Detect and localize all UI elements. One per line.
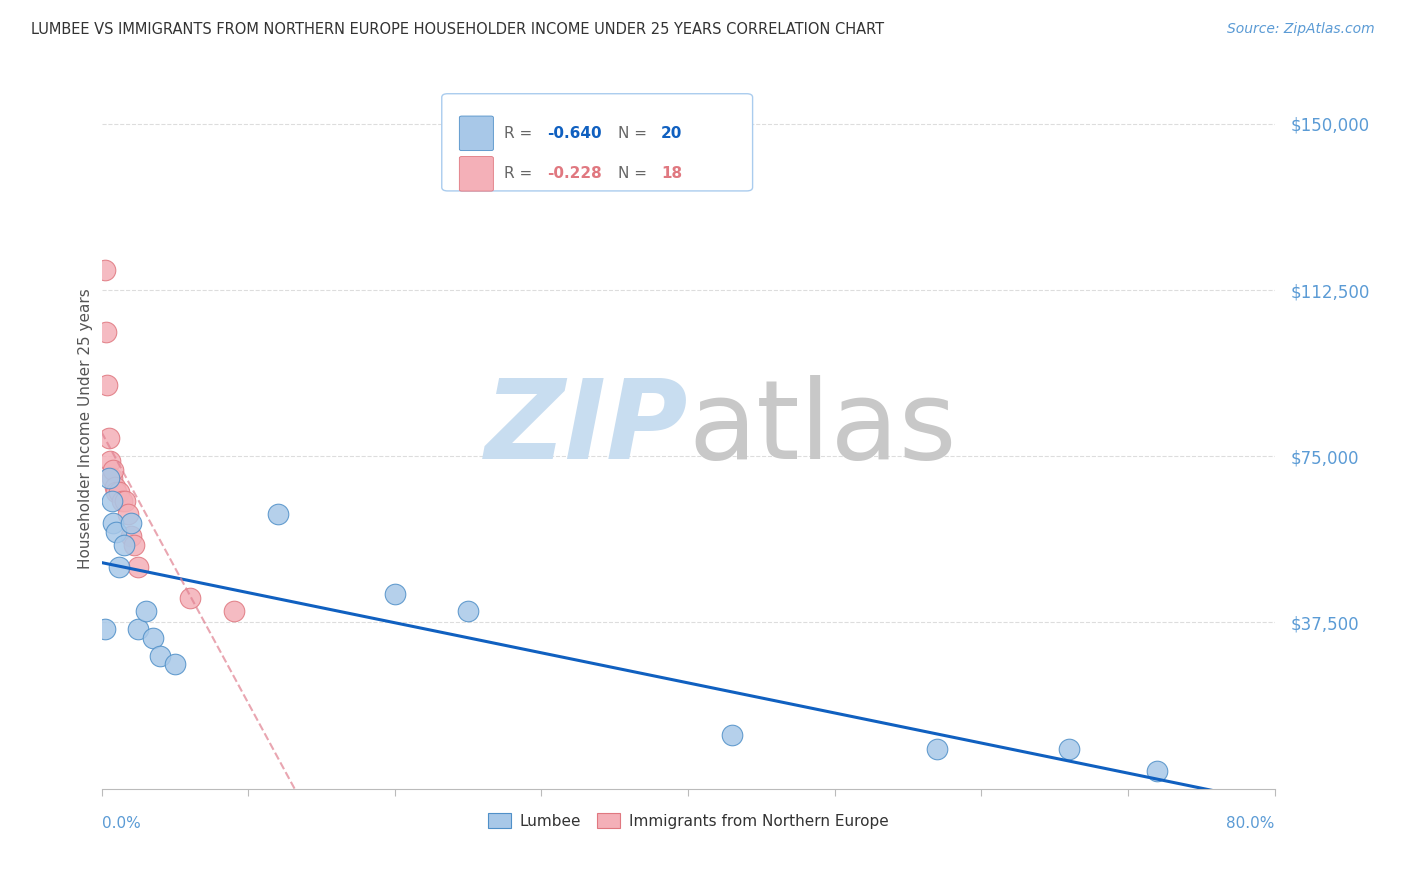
- Point: [105, 484, 128, 499]
- Point: [179, 591, 201, 605]
- Point: [93, 263, 115, 277]
- Point: [266, 507, 288, 521]
- Point: [111, 493, 134, 508]
- Text: Source: ZipAtlas.com: Source: ZipAtlas.com: [1227, 22, 1375, 37]
- Text: 20: 20: [661, 126, 682, 141]
- Point: [122, 538, 145, 552]
- Text: 18: 18: [661, 166, 682, 181]
- Point: [97, 471, 120, 485]
- Point: [222, 604, 245, 618]
- Point: [384, 586, 406, 600]
- Point: [97, 432, 120, 446]
- Y-axis label: Householder Income Under 25 years: Householder Income Under 25 years: [79, 288, 93, 569]
- Point: [103, 516, 125, 530]
- Point: [112, 538, 135, 552]
- Point: [1059, 741, 1081, 756]
- Text: -0.228: -0.228: [547, 166, 602, 181]
- Text: R =: R =: [503, 166, 537, 181]
- Legend: Lumbee, Immigrants from Northern Europe: Lumbee, Immigrants from Northern Europe: [482, 807, 894, 835]
- Text: atlas: atlas: [688, 375, 956, 482]
- Point: [94, 325, 117, 339]
- Point: [104, 480, 127, 494]
- Point: [927, 741, 949, 756]
- Text: ZIP: ZIP: [485, 375, 688, 482]
- FancyBboxPatch shape: [460, 116, 494, 151]
- Point: [721, 728, 744, 742]
- Point: [96, 378, 118, 392]
- FancyBboxPatch shape: [460, 156, 494, 191]
- Point: [135, 604, 157, 618]
- Point: [103, 462, 125, 476]
- Point: [127, 622, 149, 636]
- Point: [120, 529, 142, 543]
- Point: [457, 604, 479, 618]
- Point: [120, 516, 142, 530]
- Point: [127, 560, 149, 574]
- Text: 80.0%: 80.0%: [1226, 816, 1275, 831]
- Text: LUMBEE VS IMMIGRANTS FROM NORTHERN EUROPE HOUSEHOLDER INCOME UNDER 25 YEARS CORR: LUMBEE VS IMMIGRANTS FROM NORTHERN EUROP…: [31, 22, 884, 37]
- Point: [142, 631, 165, 645]
- Text: R =: R =: [503, 126, 537, 141]
- Point: [149, 648, 172, 663]
- Point: [117, 507, 139, 521]
- Point: [101, 471, 124, 485]
- Text: -0.640: -0.640: [547, 126, 602, 141]
- Point: [105, 524, 128, 539]
- Point: [108, 484, 131, 499]
- Point: [163, 657, 186, 672]
- Point: [114, 493, 136, 508]
- Point: [1146, 764, 1168, 778]
- Point: [93, 622, 115, 636]
- Point: [101, 493, 124, 508]
- Point: [108, 560, 131, 574]
- Text: 0.0%: 0.0%: [101, 816, 141, 831]
- Point: [100, 453, 122, 467]
- FancyBboxPatch shape: [441, 94, 752, 191]
- Text: N =: N =: [617, 126, 651, 141]
- Text: N =: N =: [617, 166, 651, 181]
